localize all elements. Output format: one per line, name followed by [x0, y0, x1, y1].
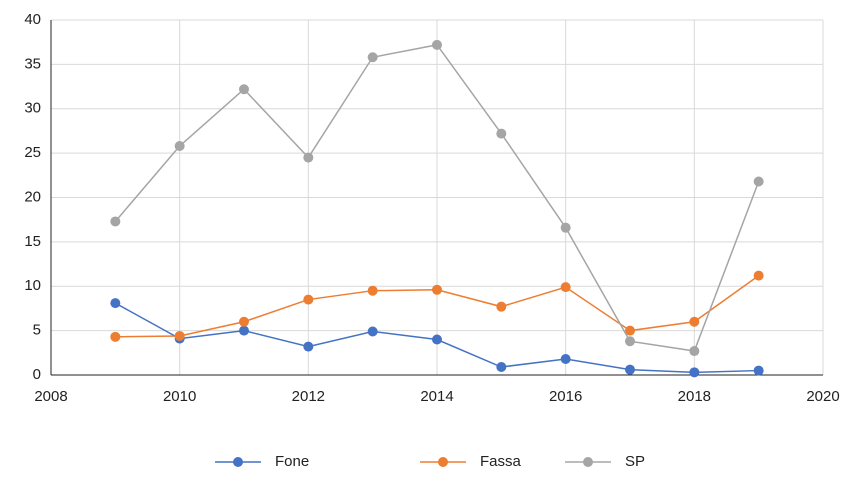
data-point [753, 270, 764, 281]
data-point [496, 362, 507, 373]
data-point [753, 176, 764, 187]
data-point [110, 216, 121, 227]
data-point [560, 354, 571, 365]
data-point [560, 222, 571, 233]
y-tick-label: 10 [24, 277, 41, 294]
y-tick-label: 20 [24, 188, 41, 205]
data-point [625, 325, 635, 336]
y-tick-label: 35 [24, 55, 41, 72]
data-point [625, 336, 635, 347]
data-point [753, 365, 764, 376]
data-point [239, 84, 249, 95]
data-point [303, 294, 314, 305]
x-tick-label: 2010 [163, 388, 196, 405]
data-point [689, 367, 700, 378]
y-tick-label: 0 [33, 366, 41, 383]
x-tick-label: 2016 [549, 388, 582, 405]
data-point [110, 331, 121, 342]
data-point [239, 316, 249, 327]
legend-label: SP [625, 453, 645, 470]
data-point [689, 316, 700, 327]
y-tick-label: 25 [24, 144, 41, 161]
legend-marker [438, 457, 448, 467]
data-point [110, 298, 121, 309]
data-point [367, 326, 378, 337]
data-point [303, 152, 314, 163]
data-point [496, 301, 507, 312]
data-point [174, 141, 185, 152]
data-point [689, 346, 700, 357]
legend-label: Fassa [480, 453, 522, 470]
x-tick-label: 2014 [420, 388, 453, 405]
data-point [239, 325, 249, 336]
legend-marker [233, 457, 243, 467]
x-tick-label: 2020 [806, 388, 839, 405]
data-point [432, 284, 442, 295]
data-point [367, 52, 378, 63]
data-point [560, 282, 571, 293]
data-point [367, 285, 378, 296]
y-tick-label: 15 [24, 233, 41, 250]
legend-label: Fone [275, 453, 309, 470]
y-tick-label: 5 [33, 322, 41, 339]
y-tick-label: 40 [24, 11, 41, 28]
x-tick-label: 2012 [292, 388, 325, 405]
legend-marker [583, 457, 593, 467]
y-tick-label: 30 [24, 100, 41, 117]
x-tick-label: 2008 [34, 388, 67, 405]
data-point [432, 39, 442, 50]
data-point [174, 330, 185, 341]
data-point [625, 364, 635, 375]
data-point [496, 128, 507, 139]
data-point [303, 341, 314, 352]
x-tick-label: 2018 [678, 388, 711, 405]
data-point [432, 334, 442, 345]
